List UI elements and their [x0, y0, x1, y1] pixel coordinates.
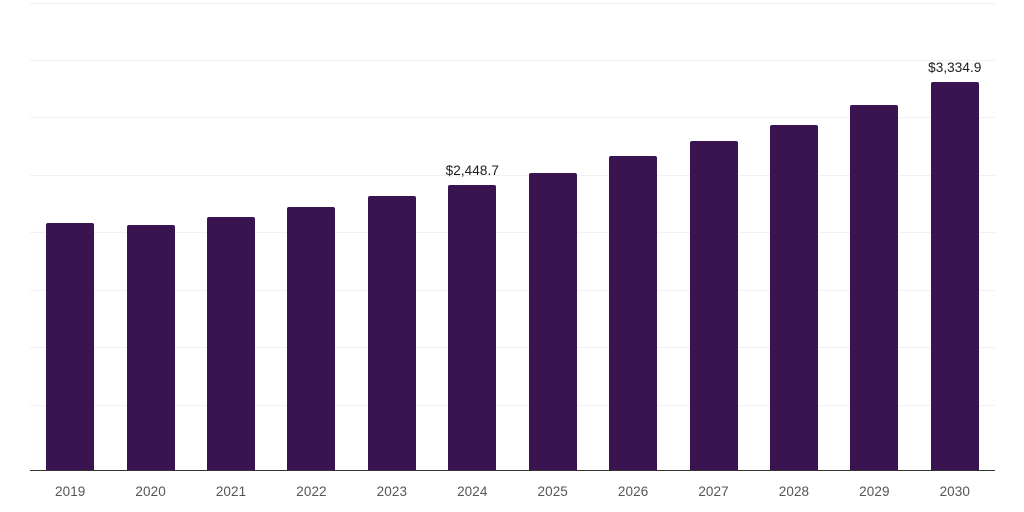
x-tick-label: 2026: [617, 484, 649, 499]
bar-group[interactable]: [689, 0, 738, 470]
bar[interactable]: [207, 217, 256, 470]
plot-area: [30, 0, 995, 470]
bar-group[interactable]: [126, 0, 175, 470]
bar[interactable]: [287, 207, 336, 470]
x-tick-label: 2029: [859, 484, 890, 499]
bar-value-label: $2,448.7: [445, 163, 499, 178]
bar[interactable]: [46, 223, 95, 470]
bar-group[interactable]: [850, 0, 899, 470]
bars-layer: $2,448.7 $3,334.9: [46, 0, 982, 470]
x-tick-label: 2027: [698, 484, 729, 499]
bar[interactable]: [850, 105, 899, 470]
x-tick-label: 2028: [778, 484, 810, 499]
x-axis-labels: 2019 2020 2021 2022 2023 2024 2025 2026 2027 2028…: [0, 470, 1024, 512]
x-axis-line: [30, 470, 995, 471]
bar-group[interactable]: [287, 0, 336, 470]
bar[interactable]: [126, 225, 175, 470]
bar[interactable]: [689, 141, 738, 470]
x-tick-label: 2019: [54, 484, 86, 499]
gridline: [30, 175, 995, 176]
x-tick-label: 2030: [939, 484, 970, 499]
bar-group[interactable]: [367, 0, 416, 470]
bar-group[interactable]: [528, 0, 577, 470]
x-tick-label: 2021: [215, 484, 247, 499]
bar[interactable]: [528, 173, 577, 470]
bar[interactable]: [609, 156, 658, 470]
bar-group[interactable]: $2,448.7: [445, 0, 499, 470]
x-tick-label: 2024: [457, 484, 488, 499]
gridline: [30, 347, 995, 348]
bar[interactable]: [769, 125, 818, 470]
gridline: [30, 117, 995, 118]
bar[interactable]: [930, 82, 979, 470]
gridline: [30, 405, 995, 406]
x-tick-label: 2022: [296, 484, 327, 499]
gridline: [30, 290, 995, 291]
bar-group[interactable]: $3,334.9: [928, 0, 982, 470]
bar-group[interactable]: [609, 0, 658, 470]
bar[interactable]: [367, 196, 416, 470]
bar-group[interactable]: [207, 0, 256, 470]
x-tick-label: 2023: [376, 484, 408, 499]
x-tick-label: 2025: [537, 484, 568, 499]
gridline: [30, 3, 995, 4]
x-tick-label: 2020: [135, 484, 166, 499]
gridline: [30, 232, 995, 233]
bar-group[interactable]: [46, 0, 95, 470]
bar[interactable]: [448, 185, 497, 470]
bar-value-label: $3,334.9: [928, 60, 982, 75]
bar-group[interactable]: [769, 0, 818, 470]
gridline: [30, 60, 995, 61]
